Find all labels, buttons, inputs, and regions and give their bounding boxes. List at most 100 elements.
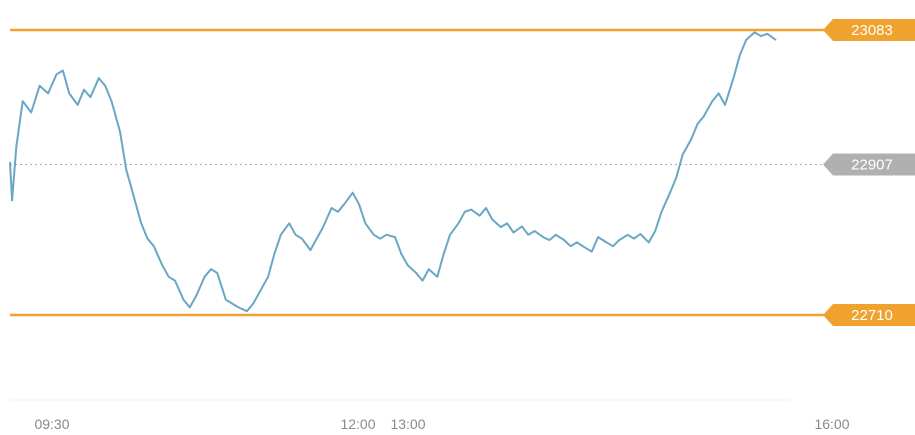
x-tick-label: 16:00 — [814, 416, 849, 432]
data-point — [273, 253, 275, 255]
data-point — [364, 222, 366, 224]
data-point — [373, 234, 375, 236]
data-point — [576, 241, 578, 243]
data-point — [216, 272, 218, 274]
value-tag-23083 — [823, 19, 915, 41]
data-point — [246, 310, 248, 312]
data-point — [696, 123, 699, 125]
data-point — [400, 253, 402, 255]
data-point — [775, 39, 777, 41]
data-point — [766, 33, 768, 35]
data-point — [506, 222, 508, 224]
data-point — [225, 299, 227, 301]
data-point — [110, 100, 113, 102]
data-point — [542, 236, 544, 238]
x-tick-label: 13:00 — [390, 416, 425, 432]
value-tag-22907 — [823, 153, 915, 176]
data-point — [627, 234, 629, 236]
data-point — [718, 92, 720, 94]
data-point — [153, 245, 155, 247]
x-tick-label: 09:30 — [34, 416, 69, 432]
data-point — [470, 209, 472, 211]
data-point — [436, 276, 438, 278]
data-point — [570, 245, 572, 247]
value-tag-label: 22907 — [851, 156, 893, 173]
data-point — [639, 233, 642, 235]
data-point — [754, 31, 756, 33]
data-point — [682, 153, 684, 156]
value-tags: 23083 22907 22710 — [823, 19, 915, 326]
data-point — [39, 85, 41, 87]
data-point — [555, 234, 557, 236]
data-point — [534, 230, 536, 232]
data-point — [182, 299, 185, 301]
data-point — [125, 169, 127, 171]
data-point — [316, 238, 318, 240]
value-tag-22710 — [823, 304, 915, 326]
data-point — [394, 236, 396, 238]
data-point — [443, 253, 445, 255]
reference-lines — [10, 28, 830, 317]
data-point — [204, 276, 206, 278]
data-point — [89, 96, 91, 98]
data-point — [83, 89, 85, 91]
data-point — [485, 207, 487, 209]
data-point — [703, 115, 705, 117]
data-point — [30, 111, 32, 114]
data-point — [146, 238, 149, 240]
data-point — [612, 245, 614, 247]
data-point — [47, 92, 49, 94]
data-point — [301, 238, 303, 240]
data-point — [352, 192, 354, 194]
data-point — [252, 302, 254, 305]
data-point — [385, 234, 388, 236]
data-point — [358, 203, 360, 205]
data-point — [745, 39, 747, 41]
data-point — [633, 238, 635, 240]
data-point — [309, 249, 311, 251]
data-point — [500, 226, 502, 228]
data-point — [140, 222, 142, 224]
data-point — [259, 291, 261, 293]
data-point — [660, 211, 663, 213]
value-tag-label: 23083 — [851, 22, 893, 39]
data-point — [724, 104, 726, 106]
x-tick-label: 12:00 — [340, 416, 375, 432]
data-point — [295, 234, 297, 236]
data-point — [168, 276, 170, 278]
data-point — [449, 234, 451, 236]
data-point — [9, 161, 11, 163]
data-point — [563, 239, 565, 241]
data-point — [618, 239, 620, 241]
data-point — [161, 264, 163, 266]
data-point — [280, 234, 282, 236]
data-point — [548, 239, 551, 241]
data-point — [104, 85, 106, 87]
data-point — [591, 251, 593, 253]
data-point — [77, 104, 79, 106]
series-line-0 — [9, 31, 777, 313]
data-point — [739, 54, 741, 56]
data-point — [231, 302, 233, 305]
data-point — [55, 73, 58, 75]
data-point — [68, 92, 70, 94]
data-point — [330, 207, 333, 209]
data-point — [527, 234, 529, 236]
data-point — [132, 192, 134, 194]
data-point — [337, 211, 339, 213]
data-point — [584, 247, 587, 249]
data-point — [521, 225, 523, 227]
data-point — [760, 35, 762, 37]
data-point — [195, 295, 197, 297]
data-point — [415, 272, 417, 274]
data-point — [457, 222, 460, 224]
data-point — [322, 226, 324, 228]
data-point — [512, 231, 515, 234]
data-point — [407, 264, 409, 266]
data-point — [15, 146, 17, 148]
data-point — [267, 276, 269, 278]
data-point — [491, 218, 493, 221]
data-point — [421, 280, 424, 282]
data-point — [379, 238, 381, 240]
